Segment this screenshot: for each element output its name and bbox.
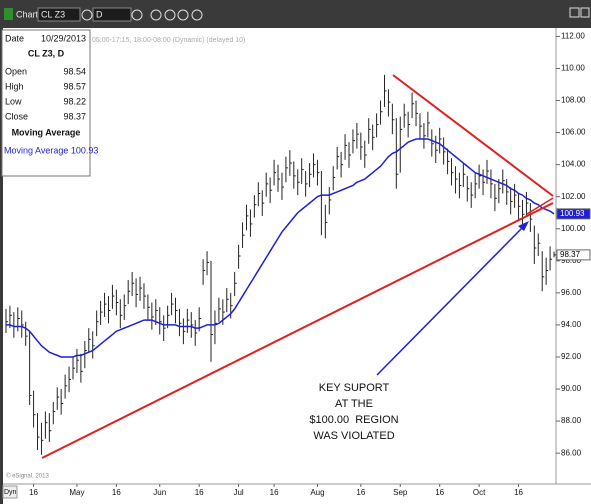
annotation-line: $100.00 REGION bbox=[309, 414, 398, 426]
support-trendline bbox=[41, 202, 554, 459]
left-border bbox=[0, 0, 3, 504]
info-value: 98.57 bbox=[63, 81, 86, 91]
x-tick-label: Aug bbox=[310, 488, 324, 497]
info-value: 98.37 bbox=[63, 111, 86, 121]
tool-icon[interactable] bbox=[150, 9, 162, 21]
info-label: Low bbox=[5, 96, 22, 106]
watermark: © eSignal, 2013 bbox=[6, 473, 49, 480]
moving-average-line bbox=[5, 138, 555, 358]
y-tick-label: 108.00 bbox=[561, 96, 586, 105]
info-study: Moving Average bbox=[12, 127, 81, 137]
tool-icon[interactable] bbox=[164, 9, 176, 21]
y-tick-label: 106.00 bbox=[561, 128, 586, 137]
price-marker bbox=[556, 208, 591, 220]
x-tick-label: Sep bbox=[393, 488, 408, 497]
x-tick-label: 16 bbox=[514, 488, 523, 497]
x-tick-label: Jun bbox=[153, 488, 166, 497]
tool-icon[interactable] bbox=[191, 9, 203, 21]
search-icon[interactable] bbox=[81, 9, 93, 21]
annotation-line: KEY SUPORT bbox=[319, 382, 390, 394]
y-tick-label: 104.00 bbox=[561, 160, 586, 169]
x-tick-label: 16 bbox=[356, 488, 365, 497]
y-tick-label: 94.00 bbox=[561, 320, 582, 329]
info-study-value: Moving Average 100.93 bbox=[4, 145, 98, 155]
close-button[interactable] bbox=[580, 7, 590, 18]
plot bbox=[5, 74, 557, 455]
x-tick-label: 16 bbox=[29, 488, 38, 497]
tool-icon[interactable] bbox=[131, 9, 143, 21]
info-panel: Date 10/29/2013 CL Z3, D Open 98.54 High… bbox=[1, 29, 98, 177]
symbol[interactable]: CL Z3 bbox=[41, 9, 65, 19]
session-note: 05:00-17:15, 18:00-08:00 (Dynamic) (dela… bbox=[92, 37, 245, 44]
info-label: High bbox=[5, 81, 24, 91]
y-tick-label: 102.00 bbox=[561, 192, 586, 201]
price-marker-label: 100.93 bbox=[560, 209, 585, 218]
x-tick-label: 16 bbox=[195, 488, 204, 497]
x-tick-label: 16 bbox=[270, 488, 279, 497]
info-value: 98.54 bbox=[63, 66, 86, 76]
info-label: Date bbox=[5, 33, 24, 43]
annotation-line: WAS VIOLATED bbox=[313, 430, 394, 442]
apex-line bbox=[526, 197, 554, 215]
corner-box[interactable] bbox=[2, 485, 18, 499]
info-symbol: CL Z3, D bbox=[28, 48, 65, 58]
x-tick-label: May bbox=[69, 488, 84, 497]
y-tick-label: 90.00 bbox=[561, 384, 582, 393]
restore-button[interactable] bbox=[569, 7, 580, 18]
y-tick-label: 86.00 bbox=[561, 448, 582, 457]
y-tick-label: 112.00 bbox=[561, 32, 585, 41]
x-tick-label: 16 bbox=[112, 488, 121, 497]
price-marker-label: 98.37 bbox=[560, 250, 581, 259]
x-tick-label: 16 bbox=[435, 488, 444, 497]
price-marker bbox=[556, 249, 591, 261]
toolbar bbox=[0, 0, 591, 28]
y-tick-label: 98.00 bbox=[561, 256, 582, 265]
annotation-arrow bbox=[376, 225, 525, 376]
y-tick-label: 110.00 bbox=[561, 64, 585, 73]
annotation-line: AT THE bbox=[335, 398, 373, 410]
tool-icon[interactable] bbox=[177, 9, 189, 21]
info-value: 98.22 bbox=[63, 96, 86, 106]
interval[interactable]: D bbox=[96, 9, 103, 19]
arrow-head bbox=[518, 221, 529, 231]
interval-field[interactable] bbox=[92, 7, 132, 22]
symbol-field[interactable] bbox=[37, 7, 81, 22]
info-label: Close bbox=[5, 111, 28, 121]
y-tick-label: 88.00 bbox=[561, 416, 582, 425]
info-date: 10/29/2013 bbox=[41, 33, 86, 43]
corner-label[interactable]: Dyn bbox=[4, 489, 17, 496]
app-icon bbox=[4, 8, 13, 20]
x-tick-label: Oct bbox=[473, 488, 486, 497]
y-tick-label: 100.00 bbox=[561, 224, 586, 233]
resistance-trendline bbox=[392, 74, 554, 197]
y-tick-label: 92.00 bbox=[561, 352, 582, 361]
info-label: Open bbox=[5, 66, 27, 76]
y-tick-label: 96.00 bbox=[561, 288, 582, 297]
info-box bbox=[1, 29, 91, 177]
x-tick-label: Jul bbox=[233, 488, 243, 497]
window-title: Chart bbox=[16, 9, 39, 19]
